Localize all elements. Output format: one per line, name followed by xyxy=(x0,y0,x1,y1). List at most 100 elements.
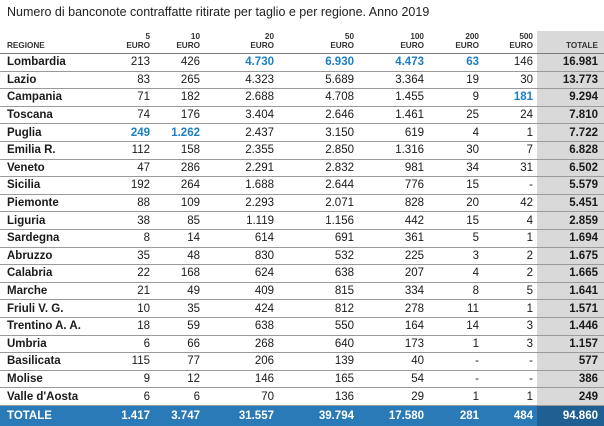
region-name: Calabria xyxy=(0,264,108,283)
value-cell: - xyxy=(483,352,537,371)
value-cell: 9 xyxy=(108,370,154,389)
header-row: REGIONE 5 EURO 10 EURO 20 EURO 50 EURO 100 EU… xyxy=(0,31,604,54)
table-row: Marche 21 49 409 815 334 8 5 1.641 xyxy=(0,282,604,301)
value-cell: 192 xyxy=(108,176,154,195)
value-cell: 18 xyxy=(108,317,154,336)
value-cell: 624 xyxy=(204,264,278,283)
region-name: Piemonte xyxy=(0,194,108,213)
region-name: Marche xyxy=(0,282,108,301)
table-row: Abruzzo 35 48 830 532 225 3 2 1.675 xyxy=(0,247,604,266)
value-cell: 691 xyxy=(278,229,358,248)
value-cell: 3 xyxy=(428,247,483,266)
value-cell: 1 xyxy=(428,387,483,406)
value-cell: 361 xyxy=(358,229,428,248)
region-name: Puglia xyxy=(0,123,108,142)
header-region: REGIONE xyxy=(0,31,108,54)
value-cell: 14 xyxy=(154,229,204,248)
value-cell: 207 xyxy=(358,264,428,283)
header-10-euro: 10 EURO xyxy=(154,31,204,54)
value-cell: 70 xyxy=(204,387,278,406)
footer-cell: 3.747 xyxy=(154,404,204,426)
table-row: Toscana 74 176 3.404 2.646 1.461 25 24 7.810 xyxy=(0,106,604,125)
row-total: 6.502 xyxy=(537,159,604,178)
header-50-euro: 50 EURO xyxy=(278,31,358,54)
value-cell: 31 xyxy=(483,159,537,178)
value-cell: 1 xyxy=(483,123,537,142)
value-cell: 4.323 xyxy=(204,71,278,90)
table-row: Trentino A. A. 18 59 638 550 164 14 3 1.446 xyxy=(0,317,604,336)
value-cell: 3.364 xyxy=(358,71,428,90)
value-cell: 15 xyxy=(428,176,483,195)
value-cell: 264 xyxy=(154,176,204,195)
value-cell: 5 xyxy=(428,229,483,248)
footer-cell: 31.557 xyxy=(204,404,278,426)
row-total: 16.981 xyxy=(537,53,604,72)
value-cell: 268 xyxy=(204,335,278,354)
row-total: 6.828 xyxy=(537,141,604,160)
value-cell: 1 xyxy=(428,335,483,354)
value-cell: 42 xyxy=(483,194,537,213)
footer-cell: 1.417 xyxy=(108,404,154,426)
row-total: 249 xyxy=(537,387,604,406)
value-cell: 4 xyxy=(428,264,483,283)
value-cell: 10 xyxy=(108,299,154,318)
region-name: Emilia R. xyxy=(0,141,108,160)
value-cell: 30 xyxy=(483,71,537,90)
row-total: 1.694 xyxy=(537,229,604,248)
row-total: 1.446 xyxy=(537,317,604,336)
value-cell: 4 xyxy=(428,123,483,142)
header-20-euro: 20 EURO xyxy=(204,31,278,54)
value-cell: 409 xyxy=(204,282,278,301)
value-cell: 168 xyxy=(154,264,204,283)
row-total: 386 xyxy=(537,370,604,389)
value-cell: 3.404 xyxy=(204,106,278,125)
table-row: Piemonte 88 109 2.293 2.071 828 20 42 5.451 xyxy=(0,194,604,213)
header-500-euro: 500 EURO xyxy=(483,31,537,54)
value-cell: 1.455 xyxy=(358,88,428,107)
row-total: 13.773 xyxy=(537,71,604,90)
header-200-euro: 200 EURO xyxy=(428,31,483,54)
header-100-euro: 100 EURO xyxy=(358,31,428,54)
table-title: Numero di banconote contraffatte ritirat… xyxy=(7,5,430,19)
value-cell: 5 xyxy=(483,282,537,301)
value-cell: - xyxy=(483,176,537,195)
value-cell: 77 xyxy=(154,352,204,371)
region-name: Liguria xyxy=(0,211,108,230)
value-cell: 2.355 xyxy=(204,141,278,160)
value-cell: 30 xyxy=(428,141,483,160)
row-total: 577 xyxy=(537,352,604,371)
value-cell: 173 xyxy=(358,335,428,354)
region-name: Lombardia xyxy=(0,53,108,72)
value-cell: 4.473 xyxy=(358,53,428,72)
value-cell: 2.850 xyxy=(278,141,358,160)
table-row: Molise 9 12 146 165 54- -386 xyxy=(0,370,604,389)
value-cell: 12 xyxy=(154,370,204,389)
value-cell: 165 xyxy=(278,370,358,389)
value-cell: 2.688 xyxy=(204,88,278,107)
value-cell: 88 xyxy=(108,194,154,213)
value-cell: 278 xyxy=(358,299,428,318)
table-row: Lombardia 213 426 4.730 6.930 4.473 63 146 16.98… xyxy=(0,53,604,72)
footer-cell: 484 xyxy=(483,404,537,426)
value-cell: 136 xyxy=(278,387,358,406)
value-cell: 54 xyxy=(358,370,428,389)
value-cell: 8 xyxy=(428,282,483,301)
region-name: Basilicata xyxy=(0,352,108,371)
region-name: Lazio xyxy=(0,71,108,90)
value-cell: 19 xyxy=(428,71,483,90)
value-cell: 1.119 xyxy=(204,211,278,230)
value-cell: 3.150 xyxy=(278,123,358,142)
value-cell: 146 xyxy=(483,53,537,72)
region-name: Campania xyxy=(0,88,108,107)
value-cell: 1.316 xyxy=(358,141,428,160)
footer-grand-total: 94.860 xyxy=(537,404,604,426)
value-cell: 146 xyxy=(204,370,278,389)
table-row: Lazio 83 265 4.323 5.689 3.364 19 30 13.773 xyxy=(0,71,604,90)
value-cell: 71 xyxy=(108,88,154,107)
value-cell: 9 xyxy=(428,88,483,107)
value-cell: 4 xyxy=(483,211,537,230)
value-cell: 164 xyxy=(358,317,428,336)
footer-label: TOTALE xyxy=(0,404,108,426)
table-row: Umbria 6 66 268 640 173 1 3 1.157 xyxy=(0,335,604,354)
table-row: Sardegna 8 14 614 691 361 5 1 1.694 xyxy=(0,229,604,248)
